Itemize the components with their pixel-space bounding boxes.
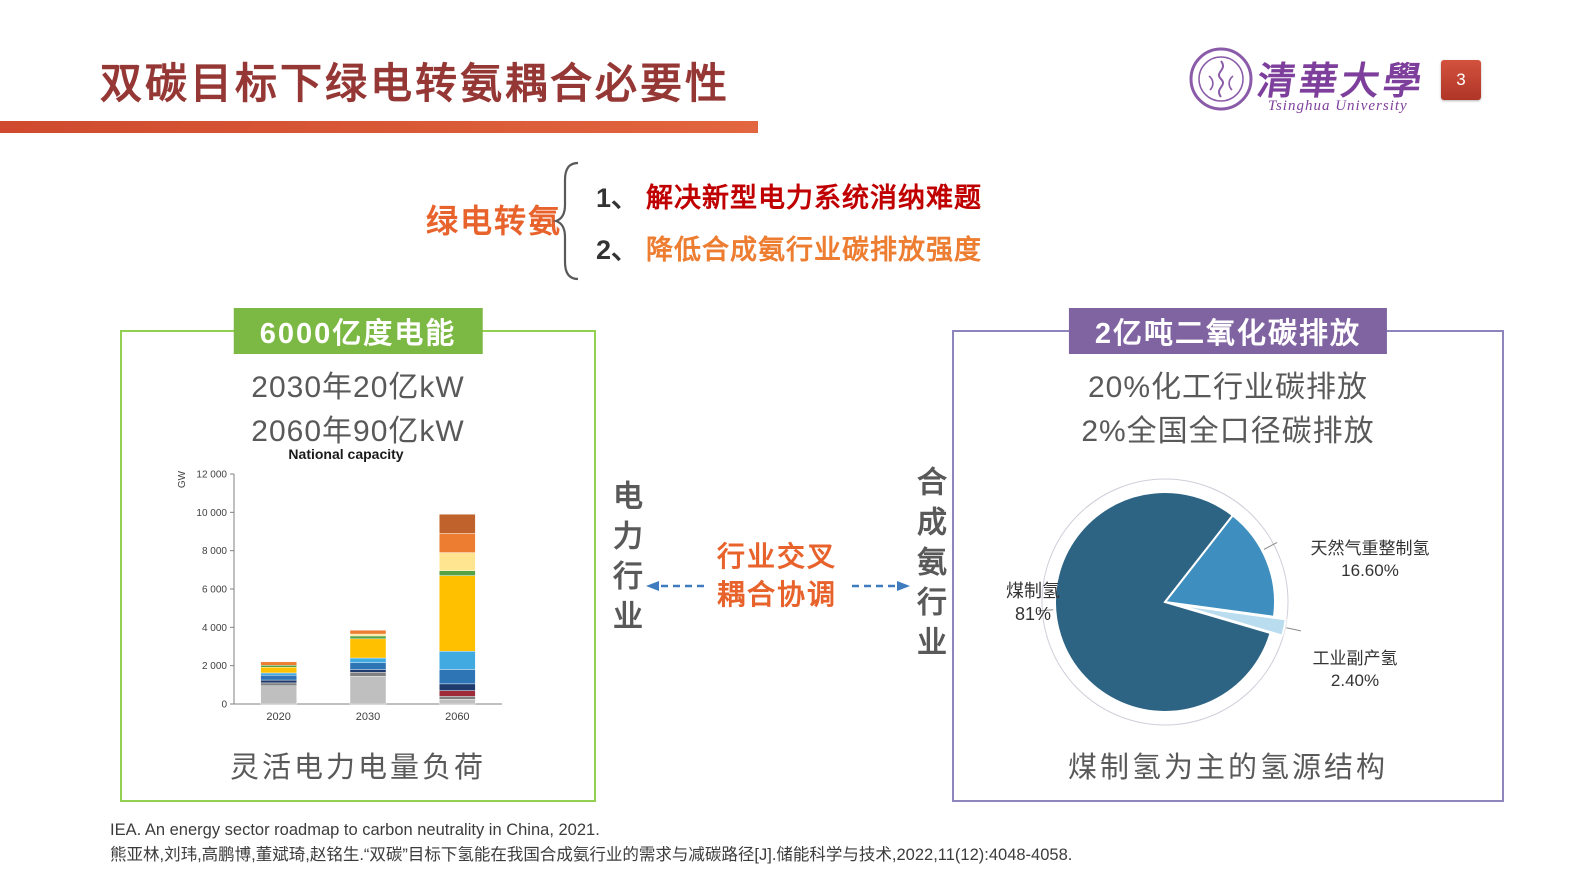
intro-point-1: 1、 解决新型电力系统消纳难题 xyxy=(596,176,982,215)
ammonia-panel-stats: 20%化工行业碳排放 2%全国全口径碳排放 xyxy=(954,366,1502,453)
svg-text:2060: 2060 xyxy=(445,711,469,723)
title-underline xyxy=(0,121,758,133)
pie-label-coal: 煤制氢 81% xyxy=(988,580,1078,627)
tsinghua-logo-icon xyxy=(1189,47,1253,111)
point-number: 1、 xyxy=(596,183,639,213)
power-panel-stats: 2030年20亿kW 2060年90亿kW xyxy=(122,366,594,453)
pie-label-industrial-byproduct: 工业副产氢 2.40% xyxy=(1280,648,1430,692)
slice-label: 煤制氢 xyxy=(1006,581,1060,601)
svg-text:10 000: 10 000 xyxy=(196,508,227,519)
svg-text:12 000: 12 000 xyxy=(196,470,227,481)
svg-text:0: 0 xyxy=(221,700,227,711)
point-text: 解决新型电力系统消纳难题 xyxy=(646,183,983,213)
svg-text:2030: 2030 xyxy=(356,711,380,723)
power-panel-header: 6000亿度电能 xyxy=(233,308,483,354)
point-text: 降低合成氨行业碳排放强度 xyxy=(646,235,983,265)
point-number: 2、 xyxy=(596,235,639,265)
coupling-line: 耦合协调 xyxy=(716,578,837,610)
hydrogen-source-pie-chart xyxy=(1014,460,1314,736)
stat-line: 2030年20亿kW xyxy=(251,371,465,404)
references: IEA. An energy sector roadmap to carbon … xyxy=(110,818,1072,868)
page-number-badge: 3 xyxy=(1441,60,1481,100)
slice-value: 81% xyxy=(1014,604,1052,625)
coupling-label: 行业交叉 耦合协调 xyxy=(706,538,848,614)
intro-point-2: 2、 降低合成氨行业碳排放强度 xyxy=(596,228,982,267)
svg-text:4 000: 4 000 xyxy=(202,623,227,634)
tsinghua-logo-subtitle: Tsinghua University xyxy=(1268,98,1408,114)
reference-line: 熊亚林,刘玮,高鹏博,董斌琦,赵铭生.“双碳”目标下氢能在我国合成氨行业的需求与… xyxy=(110,845,1073,864)
left-dashed-arrow-icon xyxy=(646,581,704,591)
power-panel-caption: 灵活电力电量负荷 xyxy=(229,752,486,784)
svg-text:6 000: 6 000 xyxy=(202,585,227,596)
svg-text:2020: 2020 xyxy=(266,711,290,723)
svg-text:2 000: 2 000 xyxy=(202,661,227,672)
stacked-bar-chart: 0 2 000 4 000 6 000 8 000 10 000 12 000 2020 203… xyxy=(196,470,502,723)
ammonia-panel-header: 2亿吨二氧化碳排放 xyxy=(1068,308,1388,354)
ammonia-panel-caption: 煤制氢为主的氢源结构 xyxy=(1067,752,1388,784)
bar-chart-ylabel: GW xyxy=(177,470,189,489)
reference-line: IEA. An energy sector roadmap to carbon … xyxy=(110,821,600,839)
svg-text:8 000: 8 000 xyxy=(202,546,227,557)
stat-line: 20%化工行业碳排放 xyxy=(1087,371,1369,404)
slice-value: 16.60% xyxy=(1341,561,1399,581)
power-sector-panel: 6000亿度电能 2030年20亿kW 2060年90亿kW National … xyxy=(120,308,596,802)
pie-label-natural-gas: 天然气重整制氢 16.60% xyxy=(1280,538,1460,582)
coupling-line: 行业交叉 xyxy=(716,541,837,572)
slice-label: 工业副产氢 xyxy=(1312,649,1398,668)
power-industry-label: 电力行业 xyxy=(608,480,641,640)
slice-label: 天然气重整制氢 xyxy=(1310,539,1430,558)
stat-line: 2%全国全口径碳排放 xyxy=(1081,414,1375,448)
slice-value: 2.40% xyxy=(1330,671,1380,691)
bar-chart-title: National capacity xyxy=(288,446,404,462)
tsinghua-logo-script: 清華大學 xyxy=(1254,61,1429,103)
pie-chart xyxy=(1038,478,1302,726)
brace-icon xyxy=(552,161,579,281)
ammonia-sector-panel: 2亿吨二氧化碳排放 20%化工行业碳排放 2%全国全口径碳排放 煤制氢 81% … xyxy=(952,308,1504,802)
intro-lead: 绿电转氨 xyxy=(426,203,563,239)
ammonia-industry-label: 合成氨行业 xyxy=(912,466,945,666)
right-dashed-arrow-icon xyxy=(852,581,910,591)
capacity-bar-chart: National capacity GW 0 2 000 4 000 6 000 8 0… xyxy=(176,446,516,734)
stat-line: 2060年90亿kW xyxy=(251,414,465,448)
page-title: 双碳目标下绿电转氨耦合必要性 xyxy=(100,60,731,107)
